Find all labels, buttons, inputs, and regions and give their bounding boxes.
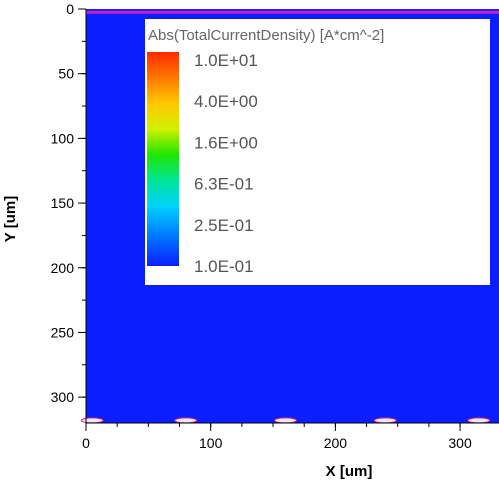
x-axis-ticks: 0 100 200 300: [82, 423, 472, 451]
legend-title: Abs(TotalCurrentDensity) [A*cm^-2]: [148, 27, 384, 44]
x-tick-label: 300: [448, 435, 472, 451]
y-axis-ticks: 0 50 100 150 200 250 300: [51, 1, 86, 405]
legend-label: 6.3E-01: [194, 175, 254, 194]
x-tick-label: 200: [324, 435, 348, 451]
legend: Abs(TotalCurrentDensity) [A*cm^-2] 1.0E+…: [145, 19, 490, 285]
y-tick-label: 200: [51, 260, 75, 276]
legend-label: 1.6E+00: [194, 133, 258, 152]
y-tick-label: 250: [51, 324, 75, 340]
y-tick-label: 100: [51, 130, 75, 146]
contact-marker: [175, 418, 197, 423]
y-tick-label: 0: [66, 1, 74, 17]
x-tick-label: 100: [199, 435, 223, 451]
x-tick-label: 0: [82, 435, 90, 451]
legend-label: 1.0E+01: [194, 51, 258, 70]
legend-colorbar: [147, 52, 179, 266]
contact-marker: [374, 418, 396, 423]
contact-marker: [81, 418, 103, 423]
y-tick-label: 50: [58, 66, 74, 82]
contact-marker: [468, 418, 490, 423]
x-axis-title: X [um]: [326, 463, 373, 480]
legend-label: 1.0E-01: [194, 257, 254, 276]
y-tick-label: 300: [51, 389, 75, 405]
y-axis-title: Y [um]: [2, 196, 19, 242]
legend-label: 2.5E-01: [194, 216, 254, 235]
contact-marker: [275, 418, 297, 423]
y-tick-label: 150: [51, 195, 75, 211]
legend-label: 4.0E+00: [194, 92, 258, 111]
